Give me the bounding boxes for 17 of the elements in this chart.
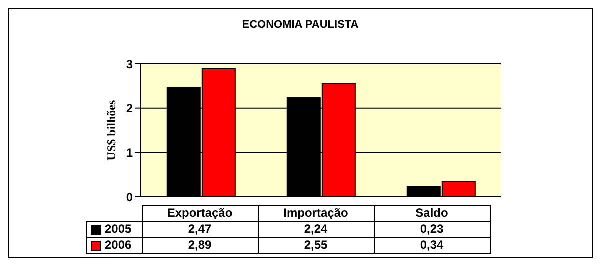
y-axis-title: US$ bilhões xyxy=(104,100,118,161)
y-tick-label: 2 xyxy=(126,102,134,116)
data-label: 2,89 xyxy=(142,238,258,254)
y-tick-label: 1 xyxy=(126,146,134,160)
data-label: 2,24 xyxy=(258,222,374,238)
data-label: 2,55 xyxy=(258,238,374,254)
data-label: 0,34 xyxy=(374,238,490,254)
legend-label: 2005 xyxy=(86,222,142,238)
data-label: 0,23 xyxy=(374,222,490,238)
x-tick-label: Importação xyxy=(258,206,374,222)
y-tick-label: 0 xyxy=(126,190,134,204)
x-tick-label: Exportação xyxy=(142,206,258,222)
y-tick-label: 3 xyxy=(126,57,134,72)
data-label: 2,47 xyxy=(142,222,258,238)
x-tick-label: Saldo xyxy=(374,206,490,222)
chart-title: ECONOMIA PAULISTA xyxy=(241,19,360,31)
legend-label: 2006 xyxy=(86,238,142,254)
